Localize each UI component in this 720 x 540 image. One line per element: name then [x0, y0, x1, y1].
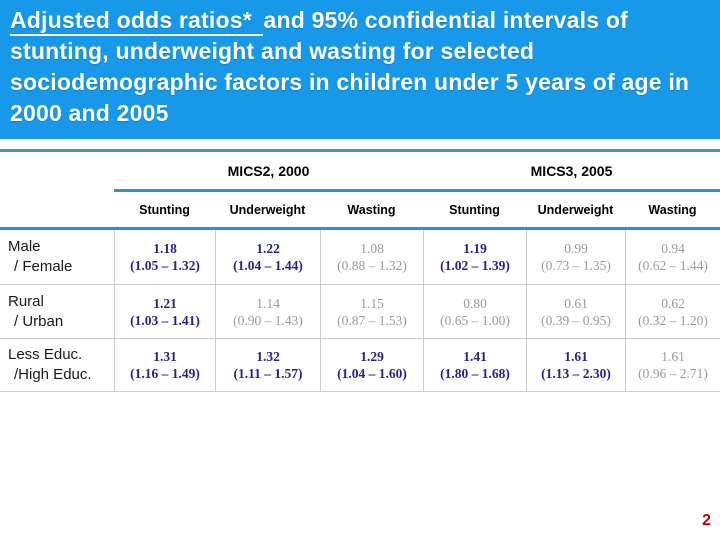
- row-label-line1: Less Educ.: [8, 346, 83, 363]
- column-header-wasting-2000: Wasting: [320, 192, 423, 230]
- odds-ratio-value: 1.08: [360, 241, 384, 256]
- slide-title-line3: sociodemographic factors in children und…: [10, 69, 690, 95]
- odds-ratio-value: 1.41: [463, 349, 487, 364]
- odds-ratio-value: 1.18: [153, 241, 177, 256]
- slide-title-line1: Adjusted odds ratios* and 95% confidenti…: [10, 5, 710, 36]
- confidence-interval: (0.39 – 0.95): [541, 312, 611, 328]
- page-number: 2: [702, 512, 711, 529]
- confidence-interval: (1.80 – 1.68): [440, 366, 510, 381]
- or-cell: 0.94 (0.62 – 1.44): [625, 230, 720, 284]
- or-cell: 1.15 (0.87 – 1.53): [320, 284, 423, 338]
- or-cell: 0.99 (0.73 – 1.35): [526, 230, 625, 284]
- row-label: Rural / Urban: [0, 284, 114, 338]
- column-header-underweight-2005: Underweight: [526, 192, 625, 230]
- title-line1-rest: and 95% confidential intervals of: [263, 7, 628, 33]
- confidence-interval: (0.65 – 1.00): [440, 312, 510, 328]
- or-cell: 0.80 (0.65 – 1.00): [423, 284, 526, 338]
- odds-ratio-value: 0.99: [564, 241, 588, 256]
- odds-ratio-value: 1.21: [153, 295, 177, 311]
- confidence-interval: (0.73 – 1.35): [541, 258, 611, 273]
- or-cell: 0.61 (0.39 – 0.95): [526, 284, 625, 338]
- confidence-interval: (0.62 – 1.44): [638, 258, 708, 273]
- title-divider: [0, 149, 720, 152]
- or-cell: 1.31 (1.16 – 1.49): [114, 338, 215, 392]
- or-cell: 1.61 (1.13 – 2.30): [526, 338, 625, 392]
- confidence-interval: (1.02 – 1.39): [440, 258, 510, 273]
- confidence-interval: (1.04 – 1.60): [337, 366, 407, 381]
- slide-title-line2: stunting, underweight and wasting for se…: [10, 38, 535, 64]
- confidence-interval: (1.03 – 1.41): [130, 312, 200, 328]
- odds-ratio-value: 1.22: [256, 241, 280, 256]
- or-cell: 1.41 (1.80 – 1.68): [423, 338, 526, 392]
- row-label-line2: /High Educ.: [14, 366, 92, 383]
- confidence-interval: (0.87 – 1.53): [337, 312, 407, 328]
- confidence-interval: (0.32 – 1.20): [638, 312, 708, 328]
- odds-ratio-value: 1.14: [256, 295, 280, 311]
- confidence-interval: (0.96 – 2.71): [638, 366, 708, 381]
- odds-ratio-value: 1.32: [256, 349, 280, 364]
- or-cell: 1.14 (0.90 – 1.43): [215, 284, 320, 338]
- confidence-interval: (1.11 – 1.57): [233, 366, 303, 381]
- column-header-underweight-2000: Underweight: [215, 192, 320, 230]
- column-header-spacer: [0, 192, 114, 230]
- row-label-line2: / Urban: [14, 312, 64, 330]
- odds-ratio-value: 0.80: [463, 295, 487, 311]
- row-label-line1: Male: [8, 238, 41, 255]
- or-cell: 1.08 (0.88 – 1.32): [320, 230, 423, 284]
- confidence-interval: (0.88 – 1.32): [337, 258, 407, 273]
- title-underlined-part: Adjusted odds ratios*: [10, 7, 264, 36]
- odds-ratio-value: 0.94: [661, 241, 685, 256]
- or-cell: 1.18 (1.05 – 1.32): [114, 230, 215, 284]
- odds-ratio-value: 0.61: [564, 295, 588, 311]
- confidence-interval: (1.04 – 1.44): [233, 258, 303, 273]
- odds-ratio-value: 1.15: [360, 295, 384, 311]
- column-header-wasting-2005: Wasting: [625, 192, 720, 230]
- or-cell: 1.19 (1.02 – 1.39): [423, 230, 526, 284]
- odds-ratio-value: 1.31: [153, 349, 177, 364]
- or-cell: 1.21 (1.03 – 1.41): [114, 284, 215, 338]
- slide-title-line4: 2000 and 2005: [10, 100, 169, 126]
- confidence-interval: (1.16 – 1.49): [130, 366, 200, 381]
- title-bar: Adjusted odds ratios* and 95% confidenti…: [0, 0, 720, 139]
- confidence-interval: (1.13 – 2.30): [541, 366, 611, 381]
- odds-ratio-value: 0.62: [661, 295, 685, 311]
- confidence-interval: (1.05 – 1.32): [130, 258, 200, 273]
- or-cell: 1.61 (0.96 – 2.71): [625, 338, 720, 392]
- confidence-interval: (0.90 – 1.43): [233, 312, 303, 328]
- odds-ratio-value: 1.19: [463, 241, 487, 256]
- or-cell: 0.62 (0.32 – 1.20): [625, 284, 720, 338]
- column-header-stunting-2005: Stunting: [423, 192, 526, 230]
- or-cell: 1.22 (1.04 – 1.44): [215, 230, 320, 284]
- row-label: Male / Female: [0, 230, 114, 284]
- group-header-mics2-2000: MICS2, 2000: [114, 152, 423, 192]
- group-header-spacer: [0, 152, 114, 192]
- odds-ratio-table: MICS2, 2000 MICS3, 2005 Stunting Underwe…: [0, 152, 720, 392]
- group-header-mics3-2005: MICS3, 2005: [423, 152, 720, 192]
- odds-ratio-value: 1.61: [564, 349, 588, 364]
- odds-ratio-value: 1.29: [360, 349, 384, 364]
- row-label-line1: Rural: [8, 292, 44, 310]
- or-cell: 1.29 (1.04 – 1.60): [320, 338, 423, 392]
- row-label-line2: / Female: [14, 258, 73, 275]
- row-label: Less Educ. /High Educ.: [0, 338, 114, 392]
- odds-ratio-value: 1.61: [661, 349, 685, 364]
- or-cell: 1.32 (1.11 – 1.57): [215, 338, 320, 392]
- column-header-stunting-2000: Stunting: [114, 192, 215, 230]
